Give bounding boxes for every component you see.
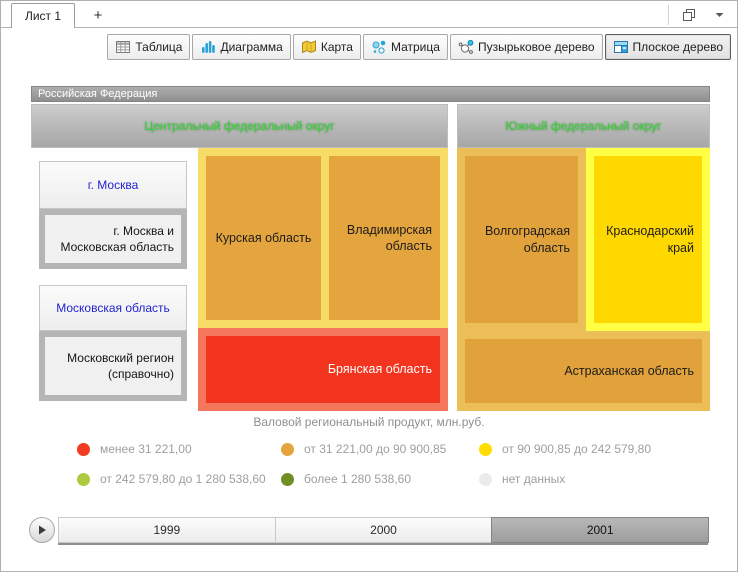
tile-astrakhanskaya-oblast[interactable]: Астраханская область xyxy=(465,339,702,403)
view-button-label: Плоское дерево xyxy=(632,40,723,54)
timeline-year-1999[interactable]: 1999 xyxy=(58,517,276,543)
chevron-down-icon xyxy=(715,13,723,17)
moscow-city-box[interactable]: г. Москва xyxy=(39,161,187,209)
legend-swatch-yellow-green xyxy=(77,472,90,486)
timeline-year-2001[interactable]: 2001 xyxy=(491,517,710,543)
moscow-city-label: г. Москва xyxy=(87,178,139,192)
view-button-table[interactable]: Таблица xyxy=(107,34,191,60)
group-southern-district: Южный федеральный округ Волгоградская об… xyxy=(457,104,710,411)
legend-item: от 242 579,80 до 1 280 538,60 xyxy=(77,472,266,486)
legend-item: нет данных xyxy=(479,472,565,486)
group-central-header[interactable]: Центральный федеральный округ xyxy=(31,104,448,148)
legend-label: от 31 221,00 до 90 900,85 xyxy=(304,442,447,456)
matrix-icon xyxy=(372,40,386,54)
restore-window-button[interactable] xyxy=(679,5,699,25)
view-button-label: Диаграмма xyxy=(220,40,283,54)
moscow-city-and-region-box[interactable]: г. Москва и Московская область xyxy=(39,209,187,269)
tile-label: Краснодарский край xyxy=(606,224,694,255)
tile-vladimirskaya-oblast[interactable]: Владимирская область xyxy=(329,156,440,320)
bar-chart-icon xyxy=(202,41,216,53)
view-button-bubble-tree[interactable]: Пузырьковое дерево xyxy=(449,34,603,60)
legend-swatch-yellow xyxy=(479,442,492,456)
cell-central-red: Брянская область xyxy=(198,328,448,411)
play-icon xyxy=(38,525,46,535)
legend-swatch-dark-green xyxy=(281,472,294,486)
view-button-label: Карта xyxy=(320,40,353,54)
group-central-body: г. Москва г. Москва и Московская область… xyxy=(31,148,448,411)
moscow-region-label: Московская область xyxy=(56,301,170,315)
view-button-label: Таблица xyxy=(135,40,183,54)
view-button-label: Матрица xyxy=(390,40,440,54)
restore-window-icon xyxy=(683,9,695,21)
controls-divider xyxy=(668,5,669,25)
tile-krasnodarskiy-kray[interactable]: Краснодарский край xyxy=(594,156,702,323)
legend-swatch-red xyxy=(77,442,90,456)
tile-label: Брянская область xyxy=(327,362,432,377)
play-button[interactable] xyxy=(29,517,55,543)
tile-bryanskaya-oblast[interactable]: Брянская область xyxy=(206,336,440,403)
timeline-baseline xyxy=(58,543,708,545)
moscow-reference-box[interactable]: Московский регион (справочно) xyxy=(39,331,187,401)
legend-label: нет данных xyxy=(502,472,566,486)
group-central-label: Центральный федеральный округ xyxy=(144,119,335,133)
legend-swatch-orange xyxy=(281,442,294,456)
year-label: 2000 xyxy=(370,523,397,537)
legend-label: более 1 280 538,60 xyxy=(304,472,412,486)
view-button-map[interactable]: Карта xyxy=(292,34,361,60)
view-button-label: Пузырьковое дерево xyxy=(477,40,595,54)
legend-item: менее 31 221,00 xyxy=(77,442,192,456)
tile-label: Курская область xyxy=(215,230,312,245)
plus-icon: + xyxy=(93,6,103,24)
legend-title: Валовой региональный продукт, млн.руб. xyxy=(253,415,485,429)
legend-label: от 242 579,80 до 1 280 538,60 xyxy=(100,472,266,486)
group-central-district: Центральный федеральный округ г. Москва … xyxy=(31,104,448,411)
window-controls xyxy=(668,5,729,25)
moscow-reference-label: Московский регион (справочно) xyxy=(67,350,174,381)
view-button-flat-tree[interactable]: Плоское дерево xyxy=(604,34,731,60)
group-southern-label: Южный федеральный округ xyxy=(505,119,662,133)
map-icon xyxy=(301,40,316,54)
tile-label: Владимирская область xyxy=(346,222,432,253)
legend-item: более 1 280 538,60 xyxy=(281,472,411,486)
view-toolbar: Таблица Диаграмма Карта xyxy=(107,34,731,60)
legend-item: от 31 221,00 до 90 900,85 xyxy=(281,442,446,456)
moscow-region-box[interactable]: Московская область xyxy=(39,285,187,331)
legend-item: от 90 900,85 до 242 579,80 xyxy=(479,442,651,456)
year-label: 1999 xyxy=(153,523,181,537)
timeline-track: 1999 2000 2001 xyxy=(58,517,710,543)
cell-central-orange: Курская область Владимирская область xyxy=(198,148,448,328)
treemap-root-label: Российская Федерация xyxy=(38,88,158,100)
view-button-chart[interactable]: Диаграмма xyxy=(192,34,291,60)
legend-label: от 90 900,85 до 242 579,80 xyxy=(502,442,652,456)
table-icon xyxy=(116,41,131,53)
legend-label: менее 31 221,00 xyxy=(100,442,192,456)
tile-volgogradskaya-oblast[interactable]: Волгоградская область xyxy=(465,156,578,323)
timeline-year-2000[interactable]: 2000 xyxy=(274,517,493,543)
bubble-tree-icon xyxy=(458,39,474,54)
tab-bar: Лист 1 + xyxy=(1,1,737,28)
cell-astrakhan: Астраханская область xyxy=(457,331,710,411)
tile-label: Волгоградская область xyxy=(484,224,570,255)
moscow-city-and-region-label: г. Москва и Московская область xyxy=(60,223,174,254)
tile-kurskaya-oblast[interactable]: Курская область xyxy=(206,156,321,320)
year-label: 2001 xyxy=(586,523,614,537)
new-tab-button[interactable]: + xyxy=(89,6,107,24)
tab-label: Лист 1 xyxy=(24,9,62,23)
legend-swatch-no-data xyxy=(479,472,492,486)
flat-tree-icon xyxy=(613,41,628,53)
tab-sheet-1[interactable]: Лист 1 xyxy=(11,3,75,28)
cell-krasnodar: Краснодарский край xyxy=(586,148,710,331)
view-button-matrix[interactable]: Матрица xyxy=(362,34,448,60)
cell-volgograd: Волгоградская область xyxy=(457,148,586,331)
window-menu-button[interactable] xyxy=(709,5,729,25)
group-southern-header[interactable]: Южный федеральный округ xyxy=(457,104,710,148)
treemap-root-header[interactable]: Российская Федерация xyxy=(31,86,710,102)
tab-bar-divider xyxy=(1,27,737,28)
group-southern-body: Волгоградская область Краснодарский край… xyxy=(457,148,710,411)
tile-label: Астраханская область xyxy=(564,363,694,378)
